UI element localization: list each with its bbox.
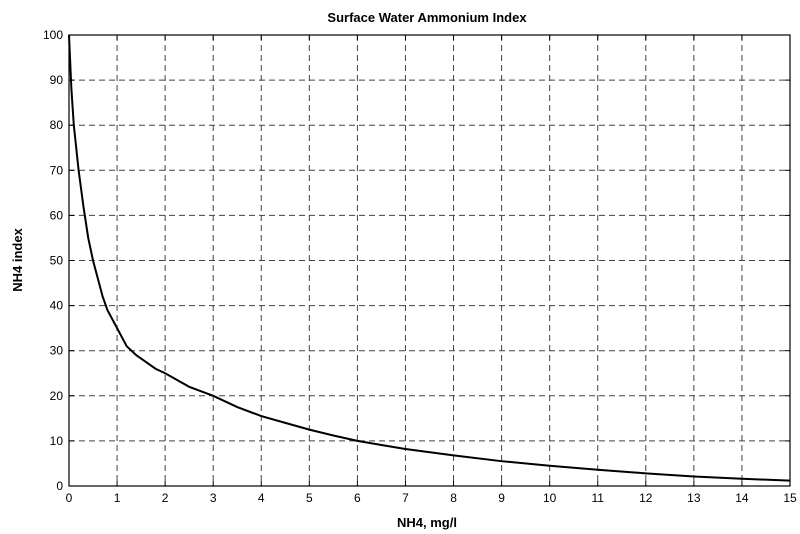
x-tick-label: 13 xyxy=(687,491,701,505)
y-tick-label: 60 xyxy=(50,208,64,222)
x-tick-label: 1 xyxy=(114,491,121,505)
chart-title: Surface Water Ammonium Index xyxy=(327,10,527,25)
y-axis-label: NH4 index xyxy=(10,227,25,291)
y-tick-label: 30 xyxy=(50,344,64,358)
x-tick-label: 14 xyxy=(735,491,749,505)
y-tick-label: 10 xyxy=(50,434,64,448)
x-tick-label: 5 xyxy=(306,491,313,505)
x-tick-label: 7 xyxy=(402,491,409,505)
x-tick-label: 3 xyxy=(210,491,217,505)
x-tick-labels: 0 1 2 3 4 5 6 7 8 9 10 11 12 13 14 15 xyxy=(66,491,797,505)
y-tick-label: 80 xyxy=(50,118,64,132)
ticks xyxy=(68,34,791,487)
x-tick-label: 6 xyxy=(354,491,361,505)
x-tick-label: 15 xyxy=(783,491,797,505)
nh4-index-curve xyxy=(68,34,791,482)
x-axis-label: NH4, mg/l xyxy=(397,515,457,530)
y-tick-label: 70 xyxy=(50,163,64,177)
y-tick-label: 90 xyxy=(50,73,64,87)
y-tick-label: 0 xyxy=(56,479,63,493)
y-tick-label: 40 xyxy=(50,299,64,313)
x-tick-label: 4 xyxy=(258,491,265,505)
y-tick-label: 20 xyxy=(50,389,64,403)
y-tick-label: 50 xyxy=(50,254,64,268)
x-tick-label: 9 xyxy=(498,491,505,505)
x-tick-label: 10 xyxy=(543,491,557,505)
x-tick-label: 2 xyxy=(162,491,169,505)
x-tick-label: 12 xyxy=(639,491,653,505)
x-tick-label: 8 xyxy=(450,491,457,505)
y-tick-labels: 0 10 20 30 40 50 60 70 80 90 100 xyxy=(43,28,63,493)
grid xyxy=(69,35,790,486)
x-tick-label: 0 xyxy=(66,491,73,505)
x-tick-label: 11 xyxy=(591,491,604,505)
y-tick-label: 100 xyxy=(43,28,63,42)
